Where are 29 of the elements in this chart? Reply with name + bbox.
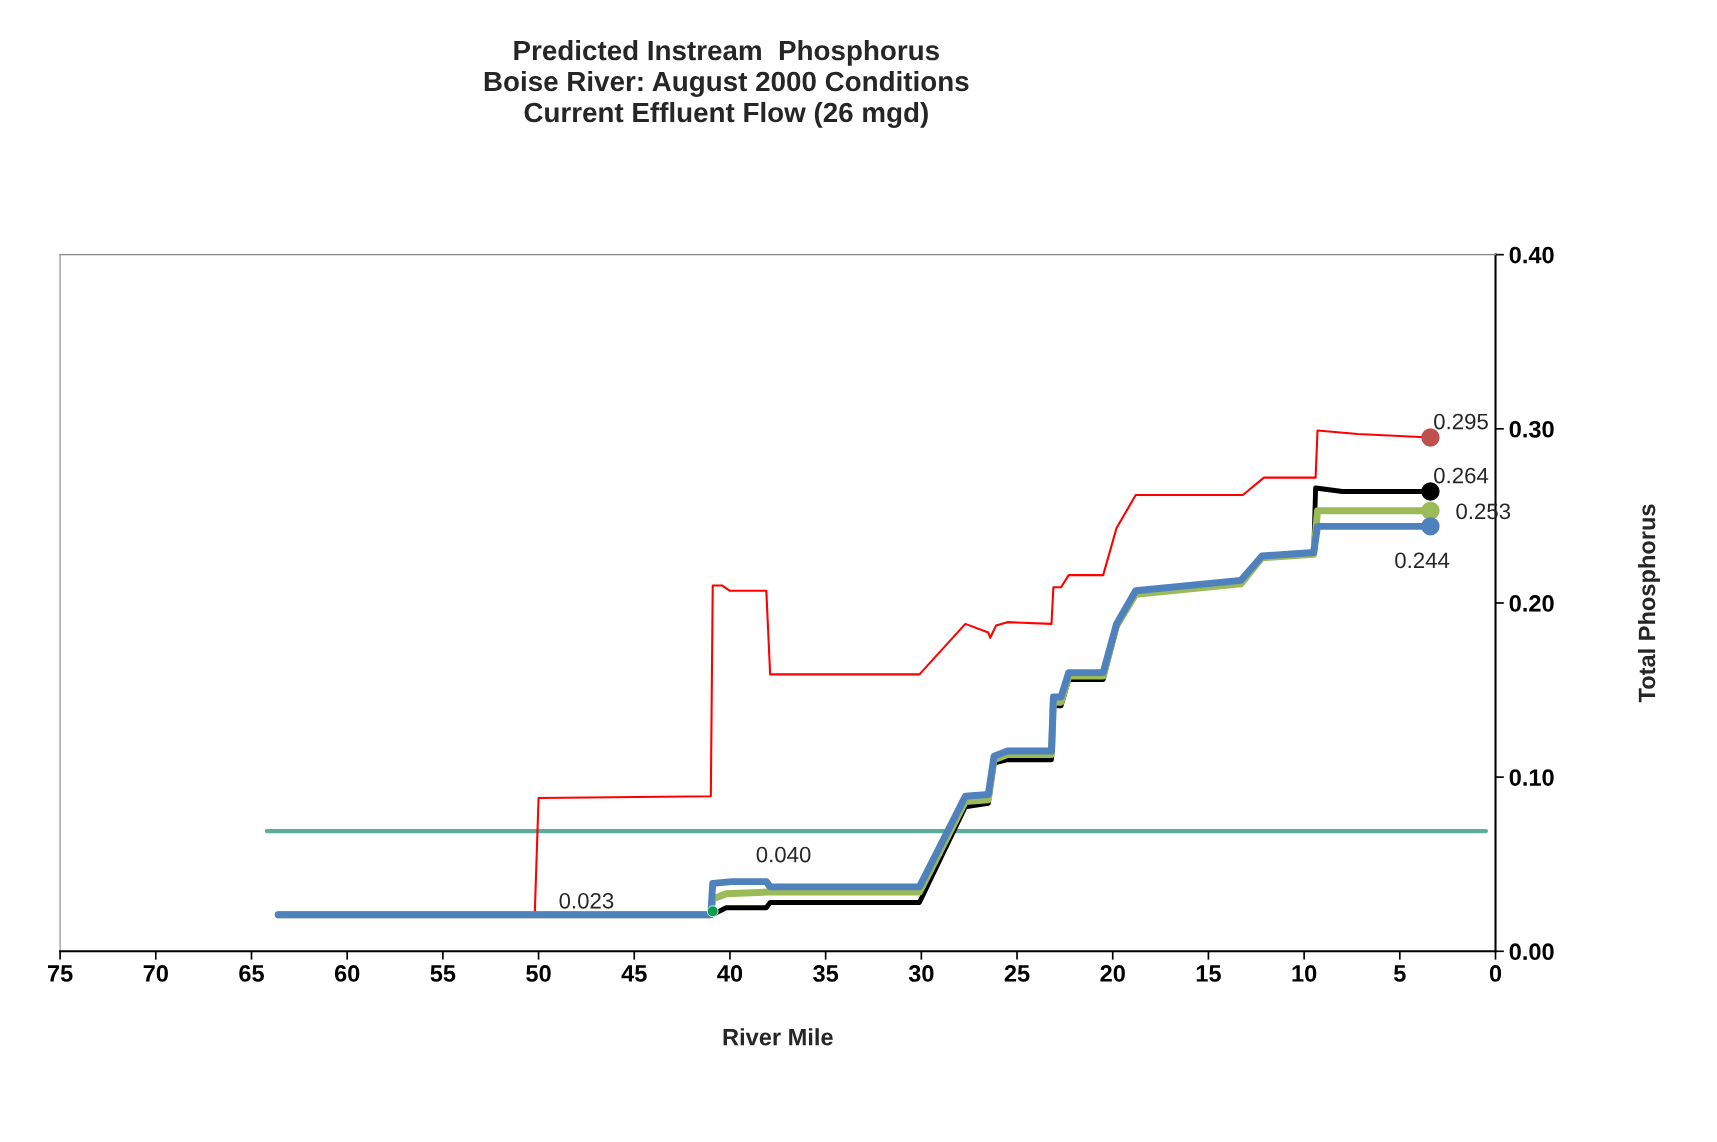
x-tick-label: 60	[334, 965, 360, 982]
annotation: 0.023	[559, 892, 614, 909]
x-tick-label: 0	[1489, 965, 1502, 982]
x-tick-label: 50	[526, 965, 551, 982]
x-axis-title: River Mile	[723, 1028, 833, 1046]
x-tick-label: 65	[239, 965, 264, 982]
x-tick-label: 15	[1196, 965, 1221, 982]
annotation: 0.295	[1434, 413, 1488, 430]
x-tick-label: 10	[1292, 965, 1317, 982]
y-tick-label: 0.40	[1509, 246, 1554, 264]
annotation: 0.264	[1434, 467, 1489, 484]
annotation: 0.244	[1395, 552, 1450, 569]
x-tick-label: 30	[908, 965, 934, 982]
x-tick-label: 70	[143, 965, 168, 982]
y-tick-label: 0.20	[1509, 595, 1554, 612]
x-tick-label: 5	[1393, 965, 1406, 982]
x-tick-label: 40	[717, 965, 743, 982]
x-tick-label: 35	[813, 965, 839, 982]
y-tick-label: 0.30	[1509, 420, 1554, 438]
y-axis-title: Total Phosphorus	[1637, 504, 1660, 703]
chart-title: Predicted Instream Phosphorus Boise River: August 2000 Conditions Current Effluent Flow (26 mgd)	[484, 39, 969, 128]
x-tick-label: 55	[430, 965, 456, 982]
y-tick-label: 0.10	[1509, 769, 1554, 786]
x-tick-label: 45	[621, 965, 647, 982]
x-tick-label: 25	[1004, 965, 1030, 982]
y-tick-label: 0.00	[1509, 943, 1554, 961]
x-tick-label: 75	[47, 965, 73, 982]
x-tick-label: 20	[1100, 965, 1125, 982]
annotation: 0.040	[756, 846, 811, 863]
